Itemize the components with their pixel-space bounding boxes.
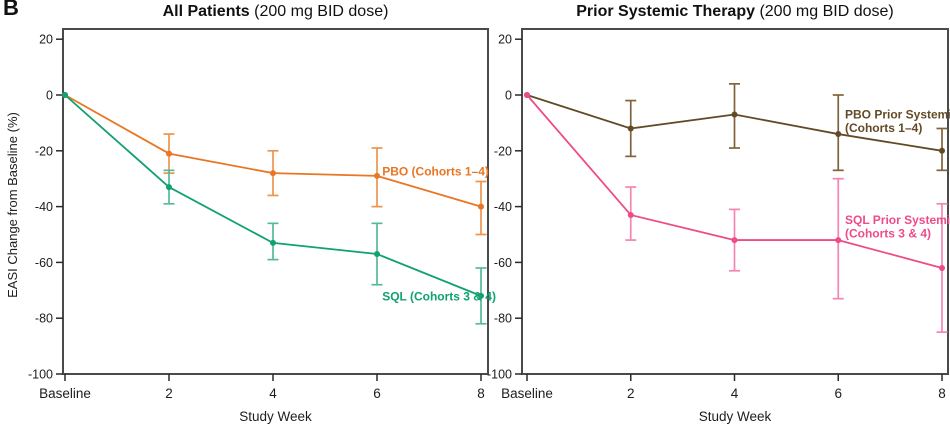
x-tick-label: 4: [269, 386, 277, 401]
data-point-marker: [731, 111, 738, 118]
panel-title-prior-systemic: Prior Systemic Therapy (200 mg BID dose): [522, 3, 948, 21]
data-point-marker: [374, 172, 380, 179]
x-tick-label: Baseline: [39, 386, 91, 401]
data-point-marker: [731, 237, 738, 244]
x-axis-label-left: Study Week: [239, 409, 312, 424]
data-point-marker: [939, 264, 945, 271]
y-tick-label: 0: [505, 89, 512, 103]
y-tick-label: -20: [35, 144, 53, 158]
y-tick-label: 0: [46, 89, 53, 103]
y-tick-label: -80: [494, 312, 512, 326]
y-tick-label: -60: [35, 256, 53, 270]
series-label: SQL Prior Systemic: [845, 213, 950, 227]
data-point-marker: [374, 251, 380, 258]
x-axis-label-right: Study Week: [698, 409, 772, 424]
data-point-marker: [835, 131, 842, 138]
data-point-marker: [627, 211, 634, 218]
x-tick-label: 4: [731, 386, 739, 401]
x-tick-label: 8: [477, 386, 485, 401]
y-tick-label: -100: [28, 368, 53, 382]
x-tick-label: 2: [165, 386, 173, 401]
plot-frame: [62, 28, 489, 375]
y-tick-label: -100: [487, 368, 512, 382]
data-point-marker: [835, 237, 842, 244]
y-tick-label: -40: [494, 200, 512, 214]
panel-title-suffix: (200 mg BID dose): [249, 3, 389, 20]
y-tick-label: -40: [35, 200, 53, 214]
series-label: (Cohorts 3 & 4): [845, 226, 931, 240]
series-label: (Cohorts 1–4): [845, 121, 922, 135]
x-tick-label: 6: [834, 386, 842, 401]
y-tick-label: -20: [494, 144, 512, 158]
data-point-marker: [166, 184, 172, 191]
data-point-marker: [270, 239, 276, 246]
data-point-marker: [627, 125, 634, 132]
x-tick-label: Baseline: [501, 386, 553, 401]
series-label: PBO (Cohorts 1–4): [382, 165, 489, 179]
data-point-marker: [939, 147, 945, 154]
series-label: PBO Prior Systemic: [845, 108, 950, 122]
figure-label: B: [3, 0, 19, 20]
x-tick-label: 2: [627, 386, 635, 401]
y-tick-label: 20: [498, 33, 512, 47]
series-label: SQL (Cohorts 3 & 4): [382, 290, 496, 304]
y-tick-label: -80: [35, 312, 53, 326]
y-tick-label: -60: [494, 256, 512, 270]
data-point-marker: [478, 203, 484, 210]
y-tick-label: 20: [39, 33, 53, 47]
panel-title-bold: Prior Systemic Therapy: [576, 3, 755, 20]
data-point-marker: [524, 92, 530, 98]
panel-title-bold: All Patients: [162, 3, 250, 20]
x-tick-label: 8: [938, 386, 946, 401]
data-point-marker: [166, 150, 172, 157]
data-point-marker: [478, 292, 484, 299]
data-point-marker: [62, 92, 68, 98]
plot-frame: [521, 28, 949, 375]
data-point-marker: [270, 170, 276, 177]
panel-title-all-patients: All Patients (200 mg BID dose): [63, 3, 488, 21]
x-tick-label: 6: [373, 386, 381, 401]
panel-title-suffix: (200 mg BID dose): [755, 3, 894, 20]
